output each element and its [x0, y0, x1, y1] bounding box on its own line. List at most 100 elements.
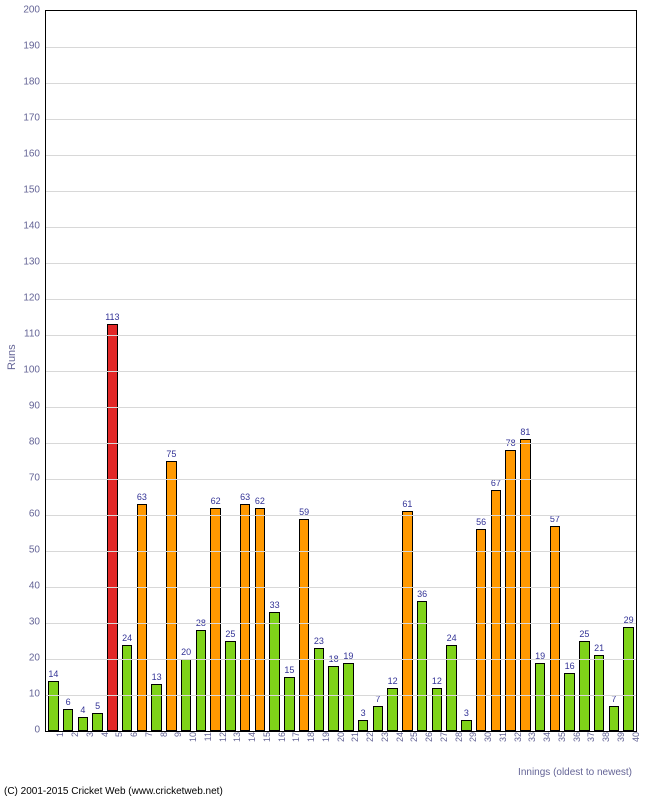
x-tick-label: 30	[483, 732, 493, 742]
bar	[609, 706, 620, 731]
bar-value-label: 15	[284, 665, 294, 675]
bar	[373, 706, 384, 731]
bar	[505, 450, 516, 731]
bar-value-label: 25	[225, 629, 235, 639]
bar	[446, 645, 457, 731]
gridline	[46, 515, 636, 516]
gridline	[46, 299, 636, 300]
gridline	[46, 479, 636, 480]
bar	[314, 648, 325, 731]
bar	[343, 663, 354, 731]
chart-container: 1464511324631375202862256362331559231819…	[0, 0, 650, 800]
y-tick-label: 60	[29, 509, 40, 520]
bar-value-label: 75	[166, 449, 176, 459]
bar-value-label: 62	[211, 496, 221, 506]
y-tick-label: 20	[29, 653, 40, 664]
bar-value-label: 16	[565, 661, 575, 671]
bar-value-label: 24	[122, 633, 132, 643]
x-tick-label: 12	[218, 732, 228, 742]
y-tick-label: 50	[29, 545, 40, 556]
gridline	[46, 659, 636, 660]
x-tick-label: 38	[601, 732, 611, 742]
x-tick-label: 36	[572, 732, 582, 742]
bar-value-label: 13	[152, 672, 162, 682]
x-tick-label: 2	[70, 732, 80, 737]
x-tick-label: 27	[439, 732, 449, 742]
bar-value-label: 6	[66, 697, 71, 707]
x-tick-label: 11	[203, 732, 213, 741]
x-tick-label: 5	[114, 732, 124, 737]
x-tick-label: 22	[365, 732, 375, 742]
bar	[417, 601, 428, 731]
bar-value-label: 21	[594, 643, 604, 653]
y-tick-label: 0	[34, 725, 40, 736]
bar	[535, 663, 546, 731]
bar	[137, 504, 148, 731]
bar-value-label: 36	[417, 589, 427, 599]
gridline	[46, 587, 636, 588]
y-tick-label: 100	[23, 365, 40, 376]
bar	[255, 508, 266, 731]
x-tick-label: 15	[262, 732, 272, 742]
gridline	[46, 623, 636, 624]
bar-value-label: 81	[520, 427, 530, 437]
x-tick-label: 35	[557, 732, 567, 742]
bar	[564, 673, 575, 731]
y-tick-label: 170	[23, 113, 40, 124]
bar-value-label: 5	[95, 701, 100, 711]
x-tick-label: 20	[336, 732, 346, 742]
gridline	[46, 227, 636, 228]
x-tick-label: 14	[247, 732, 257, 742]
bar	[520, 439, 531, 731]
bar	[240, 504, 251, 731]
x-tick-label: 29	[468, 732, 478, 742]
x-tick-label: 18	[306, 732, 316, 742]
bar	[166, 461, 177, 731]
y-tick-label: 150	[23, 185, 40, 196]
gridline	[46, 335, 636, 336]
y-tick-label: 90	[29, 401, 40, 412]
x-tick-label: 23	[380, 732, 390, 742]
y-tick-label: 80	[29, 437, 40, 448]
gridline	[46, 407, 636, 408]
bar	[328, 666, 339, 731]
gridline	[46, 47, 636, 48]
x-tick-label: 21	[350, 732, 360, 742]
y-tick-label: 140	[23, 221, 40, 232]
bar-value-label: 63	[137, 492, 147, 502]
y-tick-label: 180	[23, 77, 40, 88]
x-tick-label: 3	[85, 732, 95, 737]
bar	[78, 717, 89, 731]
gridline	[46, 155, 636, 156]
bar	[594, 655, 605, 731]
bar-value-label: 20	[181, 647, 191, 657]
gridline	[46, 443, 636, 444]
bar-value-label: 62	[255, 496, 265, 506]
gridline	[46, 83, 636, 84]
x-tick-label: 13	[232, 732, 242, 742]
x-axis-title: Innings (oldest to newest)	[518, 767, 632, 778]
gridline	[46, 371, 636, 372]
x-tick-label: 4	[100, 732, 110, 737]
bar-value-label: 12	[388, 676, 398, 686]
bar	[269, 612, 280, 731]
x-tick-label: 8	[159, 732, 169, 737]
bar	[210, 508, 221, 731]
copyright-footer: (C) 2001-2015 Cricket Web (www.cricketwe…	[4, 786, 223, 797]
bar-value-label: 14	[48, 669, 58, 679]
x-tick-label: 26	[424, 732, 434, 742]
bar-value-label: 4	[80, 705, 85, 715]
bar-value-label: 24	[447, 633, 457, 643]
x-tick-label: 9	[173, 732, 183, 737]
bar	[284, 677, 295, 731]
bar-value-label: 3	[361, 708, 366, 718]
x-tick-label: 34	[542, 732, 552, 742]
x-tick-label: 17	[291, 732, 301, 742]
bar-value-label: 61	[402, 499, 412, 509]
bar	[151, 684, 162, 731]
gridline	[46, 263, 636, 264]
bar-value-label: 33	[270, 600, 280, 610]
y-tick-label: 190	[23, 41, 40, 52]
bar	[476, 529, 487, 731]
x-tick-label: 28	[454, 732, 464, 742]
